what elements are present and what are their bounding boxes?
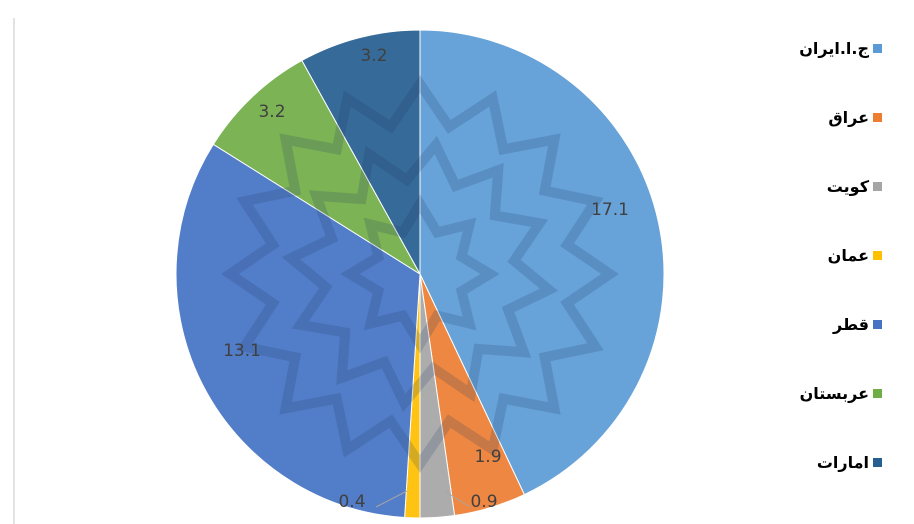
legend-item: امارات — [817, 450, 882, 474]
data-label: 3.2 — [360, 46, 387, 66]
legend-label: عمان — [827, 245, 869, 265]
legend-swatch — [873, 43, 882, 53]
pie-slice — [419, 29, 665, 496]
legend-label: عربستان — [799, 383, 869, 403]
watermark-ornament — [221, 75, 619, 473]
data-label: 0.4 — [338, 492, 365, 512]
watermark-star — [221, 75, 619, 473]
legend-swatch — [873, 319, 882, 329]
legend-item: عربستان — [800, 381, 882, 405]
legend-item: ج.ا.ایران — [799, 36, 882, 60]
pie-slice — [301, 29, 421, 275]
pie-slice — [212, 59, 421, 275]
legend-swatch — [873, 388, 882, 398]
legend-label: عراق — [828, 107, 869, 127]
legend-item: عراق — [828, 105, 882, 129]
leader-line — [375, 490, 408, 508]
legend-item: قطر — [833, 312, 882, 336]
legend-item: عمان — [828, 243, 882, 267]
legend-label: کویت — [826, 176, 869, 196]
legend-label: ج.ا.ایران — [799, 38, 869, 58]
watermark-star — [340, 194, 500, 354]
data-label: 1.9 — [474, 447, 501, 467]
data-label: 0.9 — [470, 492, 497, 512]
data-label: 3.2 — [258, 102, 285, 122]
legend-swatch — [873, 250, 882, 260]
pie-slice — [175, 143, 421, 519]
data-label: 17.1 — [591, 200, 629, 220]
legend-label: قطر — [832, 314, 869, 334]
legend-swatch — [873, 457, 882, 467]
legend-swatch — [873, 181, 882, 191]
watermark-star — [281, 135, 559, 413]
data-label: 13.1 — [223, 341, 261, 361]
leader-line — [445, 491, 471, 508]
legend-item: کویت — [827, 174, 882, 198]
legend-swatch — [873, 112, 882, 122]
legend-label: امارات — [816, 452, 869, 472]
